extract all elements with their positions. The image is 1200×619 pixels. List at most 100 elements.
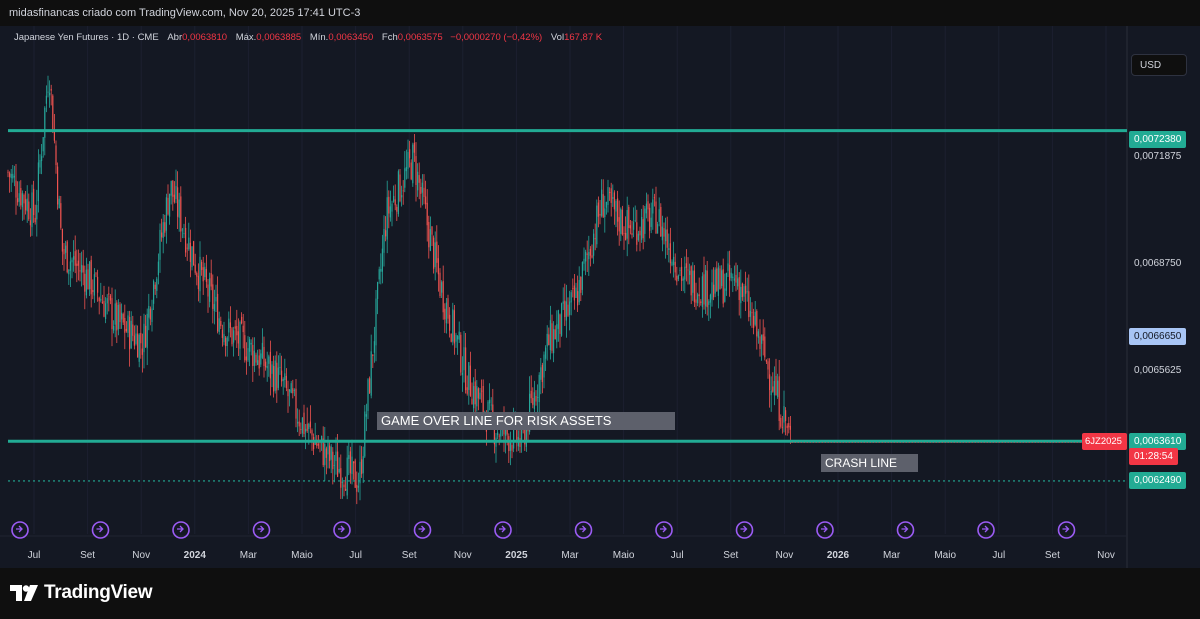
candle-body: [551, 323, 553, 351]
time-axis-label: Jul: [349, 550, 362, 561]
candle-body: [429, 229, 431, 251]
candle-body: [202, 267, 204, 282]
candle-body: [754, 311, 756, 325]
candle-body: [50, 88, 52, 91]
candle-body: [231, 328, 233, 345]
candle-body: [279, 367, 281, 368]
candle-body: [724, 288, 726, 302]
time-axis-label: Maio: [934, 550, 956, 561]
candle-body: [735, 274, 737, 283]
candle-body: [233, 330, 235, 343]
crash-line-annotation[interactable]: CRASH LINE: [821, 454, 918, 472]
candle-body: [258, 355, 260, 369]
candle-body: [449, 314, 451, 331]
candle-body: [367, 379, 369, 411]
chart-area[interactable]: Jul Set Nov 2024 Mar Maio Jul Set Nov 2025 Mar Maio…: [0, 26, 1200, 568]
candle-body: [261, 342, 263, 358]
time-axis-label: Maio: [291, 550, 313, 561]
candle-body: [145, 325, 147, 347]
event-marker-arrow: [177, 525, 184, 533]
candle-body: [274, 360, 276, 391]
candle-body: [377, 282, 379, 299]
candle-body: [249, 339, 251, 352]
candle-body: [666, 229, 668, 248]
candle-body: [695, 299, 697, 303]
candle-body: [130, 320, 132, 349]
time-axis-label: Set: [402, 550, 417, 561]
symbol-title: Japanese Yen Futures · 1D · CME: [14, 32, 159, 43]
candle-body: [41, 156, 43, 162]
tradingview-logo[interactable]: TradingView: [10, 582, 153, 604]
candle-body: [647, 201, 649, 210]
candle-body: [469, 365, 471, 396]
candle-body: [289, 389, 291, 392]
candle-body: [716, 268, 718, 291]
candle-body: [775, 375, 777, 395]
candle-body: [349, 451, 351, 474]
candle-body: [95, 273, 97, 275]
ohlc-legend: Japanese Yen Futures · 1D · CME Abr0,006…: [14, 32, 602, 43]
candle-body: [55, 145, 57, 166]
candle-body: [769, 374, 771, 391]
candle-body: [759, 336, 761, 349]
candle-body: [15, 180, 17, 198]
candle-body: [313, 437, 315, 450]
candle-body: [37, 162, 39, 202]
candle-body: [197, 275, 199, 290]
candle-body: [402, 190, 404, 192]
candle-body: [423, 187, 425, 198]
candle-body: [489, 399, 491, 404]
candle-body: [729, 264, 731, 281]
candle-body: [273, 366, 275, 392]
candle-body: [205, 268, 207, 282]
event-marker-arrow: [338, 525, 345, 533]
blue-price-tag: 0,0066650: [1129, 328, 1187, 345]
candle-body: [727, 263, 729, 271]
candle-body: [481, 390, 483, 392]
candle-body: [636, 222, 638, 245]
candle-body: [129, 316, 131, 350]
candle-body: [370, 351, 372, 396]
time-axis-label: Jul: [671, 550, 684, 561]
candle-body: [329, 445, 331, 461]
candle-body: [394, 199, 396, 206]
price-axis-label: 0,0065625: [1134, 365, 1182, 376]
event-marker-arrow: [96, 525, 104, 533]
candle-body: [581, 262, 583, 290]
bar-countdown-tag: 01:28:54: [1129, 448, 1178, 465]
candle-body: [7, 171, 9, 173]
candle-body: [287, 389, 289, 397]
candle-body: [533, 392, 535, 410]
currency-button[interactable]: USD: [1131, 54, 1187, 76]
candle-body: [737, 278, 739, 287]
candle-body: [170, 181, 172, 196]
candle-body: [530, 390, 532, 399]
candle-body: [509, 441, 511, 451]
candle-body: [439, 272, 441, 297]
candle-body: [255, 354, 257, 363]
candle-body: [657, 224, 659, 234]
candle-body: [404, 168, 406, 188]
candle-body: [85, 269, 87, 296]
candle-body: [369, 378, 371, 393]
candle-body: [789, 425, 791, 430]
candle-body: [785, 410, 787, 422]
candle-body: [740, 286, 742, 304]
candle-body: [10, 173, 12, 179]
event-marker-icon: [655, 521, 673, 539]
candle-body: [409, 149, 411, 159]
candle-body: [45, 95, 47, 104]
candle-body: [543, 354, 545, 378]
candle-body: [281, 370, 283, 382]
watermark-header: midasfinancas criado com TradingView.com…: [0, 0, 1200, 26]
candle-body: [383, 228, 385, 253]
candle-body: [681, 266, 683, 281]
time-axis-label: Jul: [992, 550, 1005, 561]
candle-body: [93, 274, 95, 296]
candle-body: [100, 298, 102, 301]
game-over-annotation[interactable]: GAME OVER LINE FOR RISK ASSETS: [377, 412, 675, 430]
candle-body: [525, 422, 527, 447]
candle-body: [628, 207, 630, 228]
event-marker-icon: [977, 521, 995, 539]
candle-body: [44, 107, 46, 138]
